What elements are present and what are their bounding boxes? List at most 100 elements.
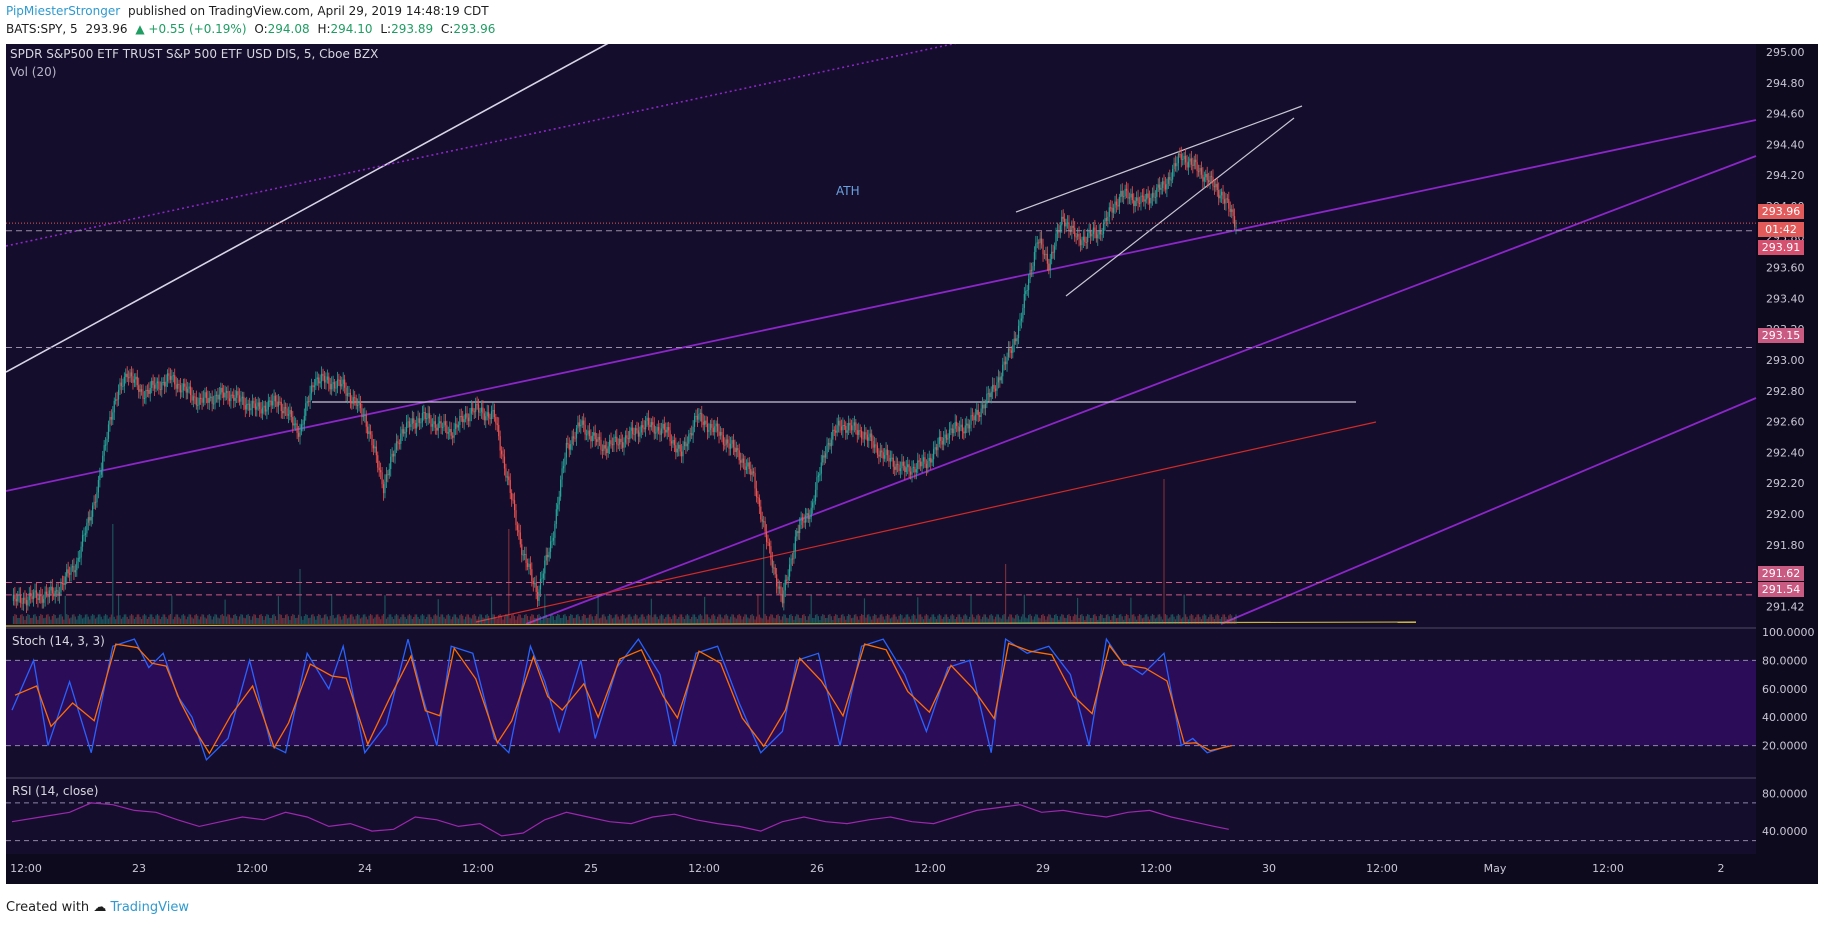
candle-body xyxy=(473,411,475,413)
volume-bar xyxy=(1053,614,1056,624)
volume-bar xyxy=(791,615,794,624)
pane-title: SPDR S&P500 ETF TRUST S&P 500 ETF USD DI… xyxy=(10,47,378,61)
volume-bar xyxy=(466,614,468,624)
candle-body xyxy=(83,534,85,536)
candle-body xyxy=(116,399,118,401)
y-tick-label: 292.40 xyxy=(1766,446,1805,459)
candle-body xyxy=(426,418,428,420)
candle-body xyxy=(466,413,468,418)
candle-body xyxy=(17,595,19,602)
volume-bar xyxy=(511,614,513,624)
candle-body xyxy=(920,461,922,467)
candle-body xyxy=(387,474,389,476)
candle-body xyxy=(702,421,704,425)
stoch-tick-label: 100.0000 xyxy=(1762,626,1815,639)
volume-bar xyxy=(1029,614,1031,624)
volume-bar xyxy=(351,614,353,624)
volume-bar xyxy=(339,616,341,624)
candle-body xyxy=(434,421,436,428)
candle-body xyxy=(64,576,66,585)
volume-bar xyxy=(774,618,776,624)
volume-bar xyxy=(20,614,22,624)
volume-bar xyxy=(606,619,608,624)
candle-body xyxy=(477,404,480,413)
candle-body xyxy=(437,423,439,431)
candle-body xyxy=(643,427,645,430)
volume-bar xyxy=(1173,616,1175,624)
volume-bar xyxy=(467,614,470,624)
volume-bar xyxy=(282,617,284,624)
candle-body xyxy=(460,416,462,418)
volume-bar xyxy=(617,616,619,624)
created-with-text: Created with xyxy=(6,900,90,915)
y-tick-label: 291.42 xyxy=(1766,600,1805,613)
volume-bar xyxy=(963,615,965,624)
volume-bar xyxy=(555,616,557,624)
volume-bar xyxy=(778,615,781,624)
candle-body xyxy=(251,400,254,409)
volume-bar xyxy=(1105,614,1107,624)
candle-body xyxy=(668,427,670,431)
candle-body xyxy=(969,424,971,429)
chart-canvas[interactable]: 295.00294.80294.60294.40294.20294.00293.… xyxy=(6,44,1818,884)
volume-bar xyxy=(693,614,696,624)
volume-bar xyxy=(103,615,105,624)
volume-bar xyxy=(711,615,713,624)
volume-bar xyxy=(1209,614,1211,624)
volume-bar xyxy=(308,618,310,624)
candle-body xyxy=(109,416,111,425)
candle-body xyxy=(351,401,353,404)
candle-body xyxy=(633,434,635,436)
volume-bar xyxy=(244,618,246,624)
volume-bar xyxy=(911,615,913,624)
author-link[interactable]: PipMiesterStronger xyxy=(6,4,121,18)
volume-bar xyxy=(1202,615,1204,624)
candle-body xyxy=(1078,234,1080,240)
volume-bar xyxy=(94,618,97,624)
volume-bar xyxy=(473,614,475,624)
volume-bar xyxy=(1089,617,1092,624)
candle-body xyxy=(724,444,726,446)
candle-body xyxy=(115,399,117,401)
candle-body xyxy=(515,510,517,526)
volume-bar xyxy=(1062,614,1064,624)
candle-body xyxy=(623,442,625,448)
candle-body xyxy=(96,492,98,503)
volume-bar xyxy=(171,595,173,624)
candle-body xyxy=(688,434,690,444)
volume-bar xyxy=(1172,614,1174,624)
volume-bar xyxy=(513,615,516,624)
candle-body xyxy=(276,401,278,407)
candle-body xyxy=(1055,233,1057,247)
candle-body xyxy=(728,443,730,449)
candle-body xyxy=(53,593,55,597)
candle-body xyxy=(254,403,256,410)
candle-body xyxy=(976,409,978,415)
tradingview-link[interactable]: TradingView xyxy=(110,900,189,915)
volume-bar xyxy=(751,614,753,624)
candle-body xyxy=(382,484,385,494)
volume-bar xyxy=(1195,617,1197,624)
volume-bar xyxy=(953,615,955,624)
volume-bar xyxy=(689,619,691,624)
price-badge-text: 01:42 xyxy=(1765,223,1797,236)
volume-bar xyxy=(1069,616,1071,624)
y-tick-label: 294.40 xyxy=(1766,138,1805,151)
candle-body xyxy=(1159,184,1161,190)
candle-body xyxy=(1187,161,1190,168)
candle-body xyxy=(439,421,441,424)
volume-bar xyxy=(177,614,179,624)
candle-body xyxy=(175,384,177,389)
candle-body xyxy=(280,402,282,412)
volume-bar xyxy=(863,598,866,624)
volume-bar xyxy=(912,614,915,624)
volume-bar xyxy=(715,619,717,624)
volume-bar xyxy=(614,614,616,624)
volume-bar xyxy=(1196,614,1198,624)
candle-body xyxy=(983,404,985,409)
candle-body xyxy=(950,428,952,430)
price-badge-bg xyxy=(1758,582,1804,597)
candle-body xyxy=(624,435,627,443)
candle-body xyxy=(1068,222,1070,231)
volume-bar xyxy=(1216,614,1218,624)
